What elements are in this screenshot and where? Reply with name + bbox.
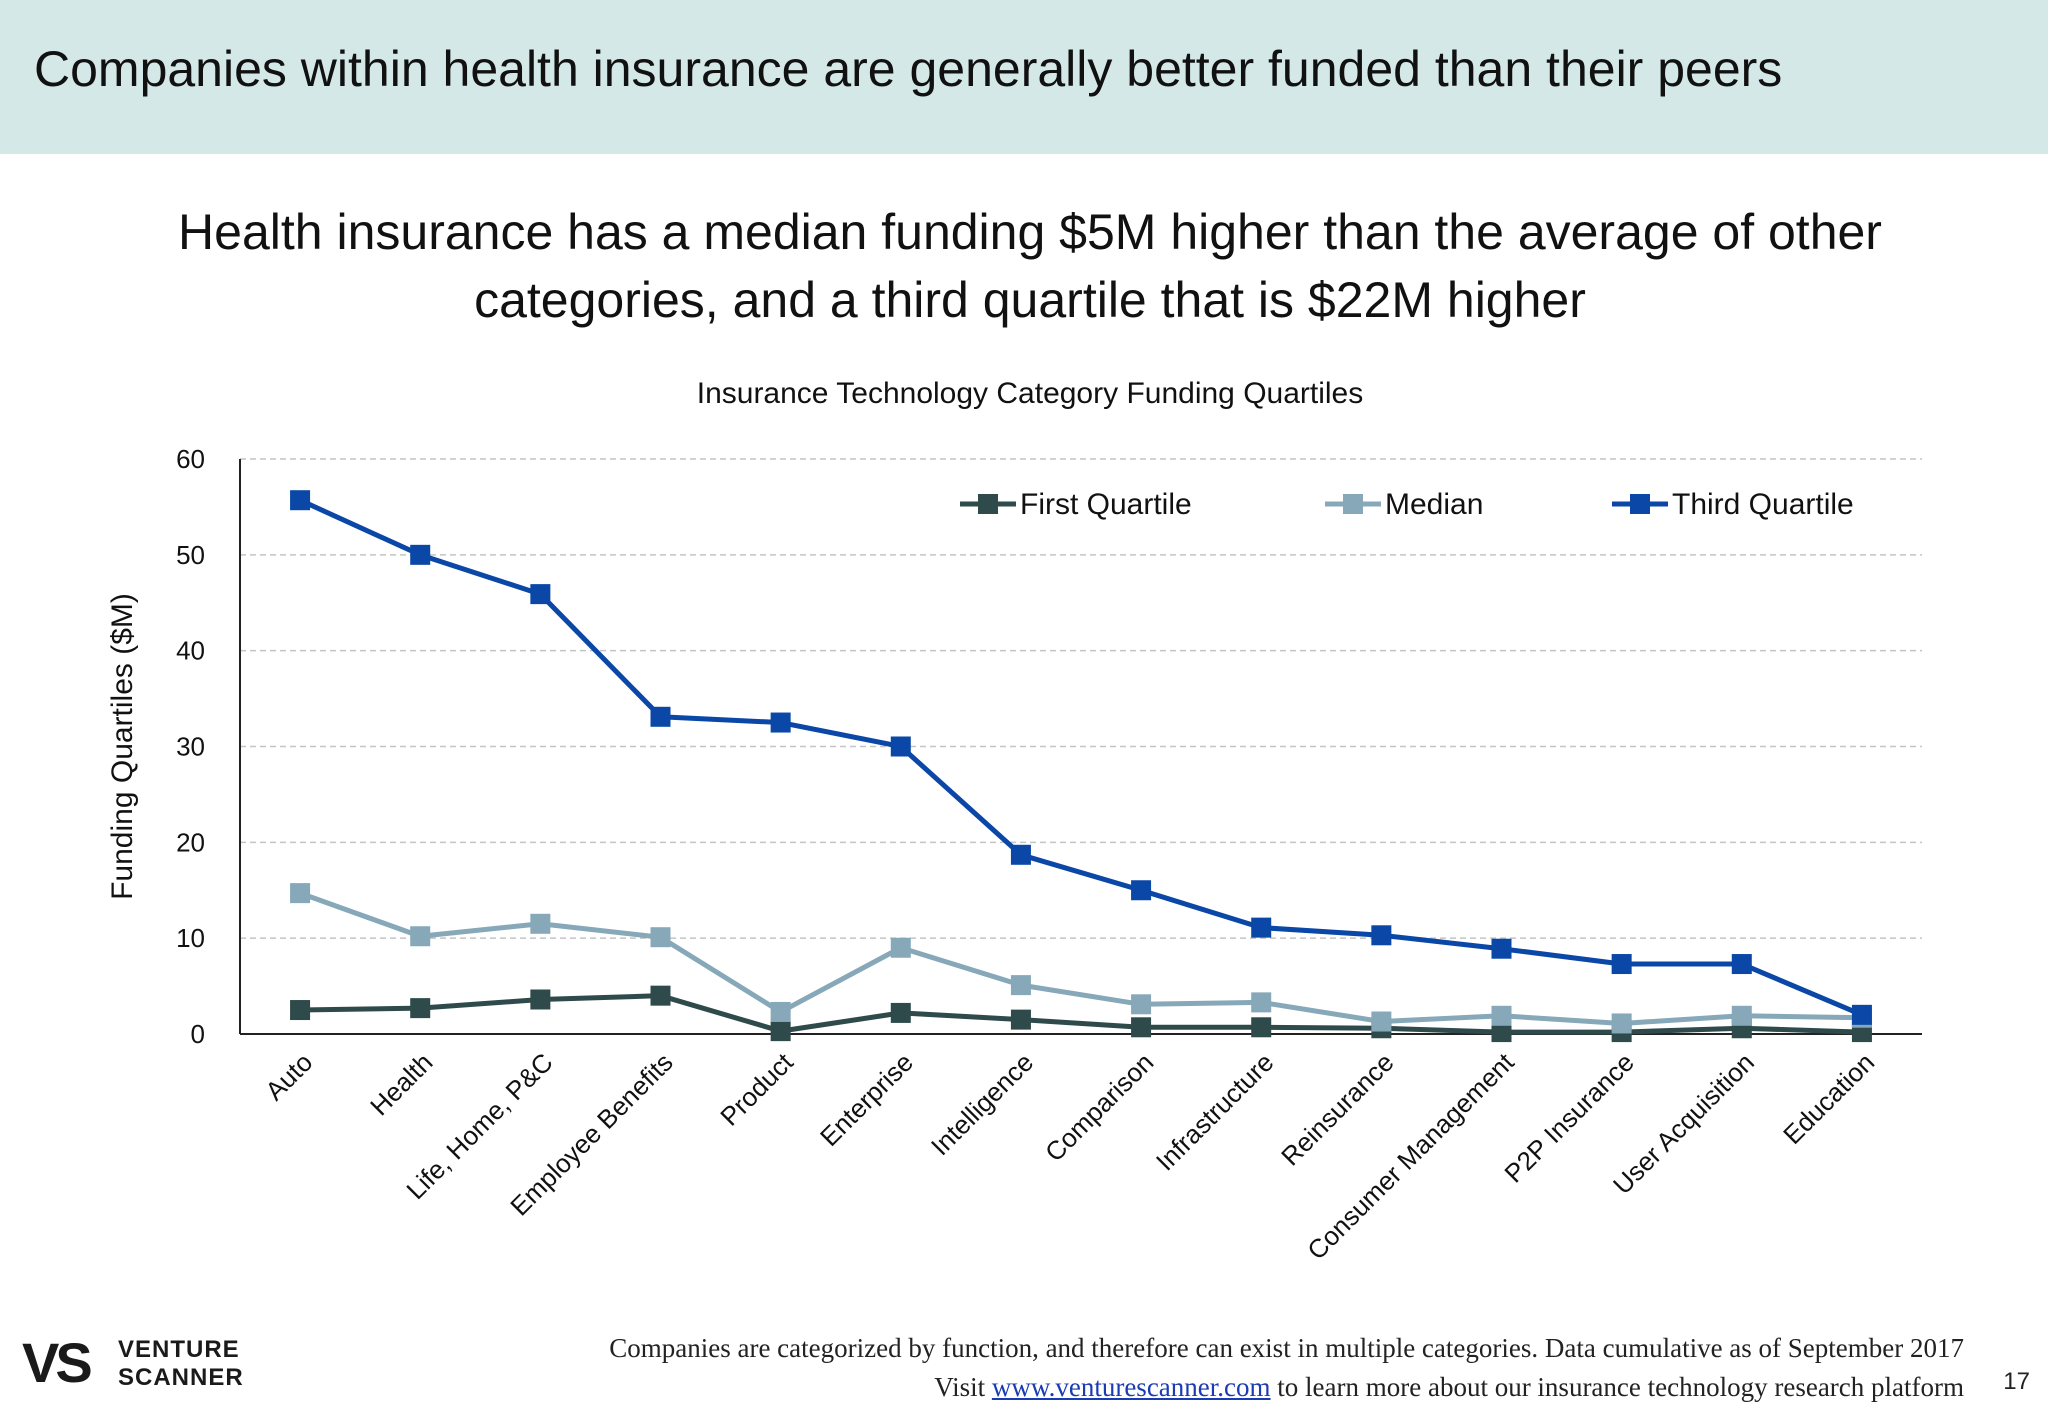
data-point-median	[530, 913, 551, 934]
legend-label-median: Median	[1385, 488, 1483, 521]
legend-label-third-quartile: Third Quartile	[1672, 488, 1854, 521]
x-tick-label: Reinsurance	[1275, 1047, 1399, 1171]
y-tick-label: 40	[176, 636, 205, 666]
y-tick-label: 20	[176, 827, 205, 857]
data-point-third-quartile	[1491, 938, 1512, 959]
data-point-median	[650, 927, 671, 948]
data-point-median	[890, 937, 911, 958]
data-point-first-quartile	[650, 985, 671, 1006]
data-point-third-quartile	[410, 544, 431, 565]
data-point-first-quartile	[1131, 1017, 1152, 1038]
x-tick-label: Product	[714, 1046, 799, 1131]
data-point-median	[1251, 992, 1272, 1013]
page-subtitle: Health insurance has a median funding $5…	[178, 204, 1882, 328]
footer-note: Companies are categorized by function, a…	[609, 1333, 1964, 1363]
x-tick-label: Auto	[259, 1047, 318, 1106]
website-link[interactable]: www.venturescanner.com	[991, 1372, 1271, 1402]
data-point-median	[410, 926, 431, 947]
x-tick-label: Comparison	[1039, 1047, 1159, 1167]
data-point-first-quartile	[1251, 1017, 1272, 1038]
page-title: Companies within health insurance are ge…	[34, 41, 1783, 97]
data-point-first-quartile	[1010, 1009, 1031, 1030]
y-tick-label: 50	[176, 540, 205, 570]
data-point-median	[1010, 975, 1031, 996]
x-tick-label: Intelligence	[925, 1047, 1039, 1161]
logo-wordmark: VENTURE SCANNER	[118, 1336, 244, 1392]
x-tick-label: Enterprise	[814, 1047, 919, 1152]
series-line-first-quartile	[300, 993, 1863, 1035]
data-point-median	[1491, 1005, 1512, 1026]
footer-visit: Visit www.venturescanner.com to learn mo…	[934, 1372, 1964, 1403]
x-tick-label: Consumer Management	[1301, 1046, 1520, 1265]
page-number: 17	[2003, 1368, 2030, 1395]
series-line-median	[299, 890, 1862, 1026]
data-point-third-quartile	[890, 736, 911, 757]
data-point-first-quartile	[890, 1002, 911, 1023]
logo-line-2: SCANNER	[118, 1364, 244, 1391]
data-point-third-quartile	[1010, 844, 1031, 865]
data-point-third-quartile	[1371, 925, 1392, 946]
legend-marker-median	[1343, 494, 1363, 514]
data-point-third-quartile	[1251, 917, 1272, 938]
data-point-third-quartile	[1611, 954, 1632, 975]
y-tick-label: 10	[176, 923, 205, 953]
x-tick-label: Education	[1777, 1047, 1880, 1150]
venture-scanner-logo: VS VENTURE SCANNER	[22, 1332, 252, 1394]
data-point-median	[290, 883, 311, 904]
x-tick-label: Infrastructure	[1150, 1047, 1280, 1177]
y-axis-label: Funding Quartiles ($M)	[106, 593, 139, 900]
legend-marker-first-quartile	[978, 494, 998, 514]
data-point-median	[770, 1001, 791, 1022]
legend-marker-third-quartile	[1630, 494, 1650, 514]
data-point-first-quartile	[770, 1021, 791, 1042]
y-tick-label: 0	[191, 1019, 205, 1049]
visit-prefix: Visit	[934, 1372, 992, 1402]
logo-line-1: VENTURE	[118, 1336, 240, 1363]
header-banner: Companies within health insurance are ge…	[0, 0, 2048, 154]
data-point-third-quartile	[1731, 954, 1752, 975]
data-point-third-quartile	[530, 584, 551, 605]
data-point-first-quartile	[1491, 1022, 1512, 1043]
data-point-third-quartile	[1851, 1004, 1872, 1025]
series-line-third-quartile	[299, 497, 1863, 1018]
funding-quartiles-chart: Insurance Technology Category Funding Qu…	[106, 377, 1922, 1265]
data-point-third-quartile	[1131, 880, 1152, 901]
data-point-median	[1731, 1005, 1752, 1026]
chart-title: Insurance Technology Category Funding Qu…	[697, 377, 1364, 410]
data-point-median	[1131, 994, 1152, 1015]
data-point-first-quartile	[410, 998, 431, 1019]
data-point-first-quartile	[290, 1000, 311, 1021]
y-tick-label: 60	[176, 444, 205, 474]
data-point-median	[1611, 1013, 1632, 1034]
data-point-first-quartile	[530, 989, 551, 1010]
data-point-median	[1371, 1011, 1392, 1032]
data-point-third-quartile	[770, 712, 791, 733]
visit-suffix: to learn more about our insurance techno…	[1270, 1372, 1964, 1402]
y-tick-label: 30	[176, 732, 205, 762]
legend-label-first-quartile: First Quartile	[1020, 488, 1192, 521]
x-tick-label: Health	[364, 1047, 438, 1121]
logo-mark: VS	[22, 1331, 93, 1394]
data-point-third-quartile	[290, 490, 311, 511]
data-point-third-quartile	[650, 706, 671, 727]
